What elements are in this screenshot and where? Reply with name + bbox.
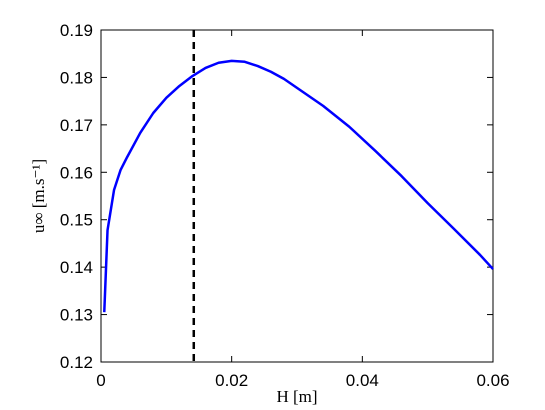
x-tick-label: 0.06 — [476, 371, 509, 390]
y-tick-label: 0.19 — [60, 21, 93, 40]
y-tick-label: 0.14 — [60, 258, 93, 277]
x-tick-label: 0.04 — [346, 371, 379, 390]
data-line — [103, 59, 494, 313]
y-tick-label: 0.18 — [60, 68, 93, 87]
x-tick-label: 0 — [96, 371, 105, 390]
y-tick-label: 0.13 — [60, 306, 93, 325]
y-tick-label: 0.15 — [60, 211, 93, 230]
plot-area — [100, 29, 494, 363]
y-tick-label: 0.12 — [60, 353, 93, 372]
y-tick-label: 0.17 — [60, 116, 93, 135]
x-axis-label: H [m] — [276, 387, 317, 406]
y-axis-label: u∞ [m.s⁻¹] — [29, 159, 48, 233]
x-tick-label: 0.02 — [215, 371, 248, 390]
y-tick-label: 0.16 — [60, 163, 93, 182]
